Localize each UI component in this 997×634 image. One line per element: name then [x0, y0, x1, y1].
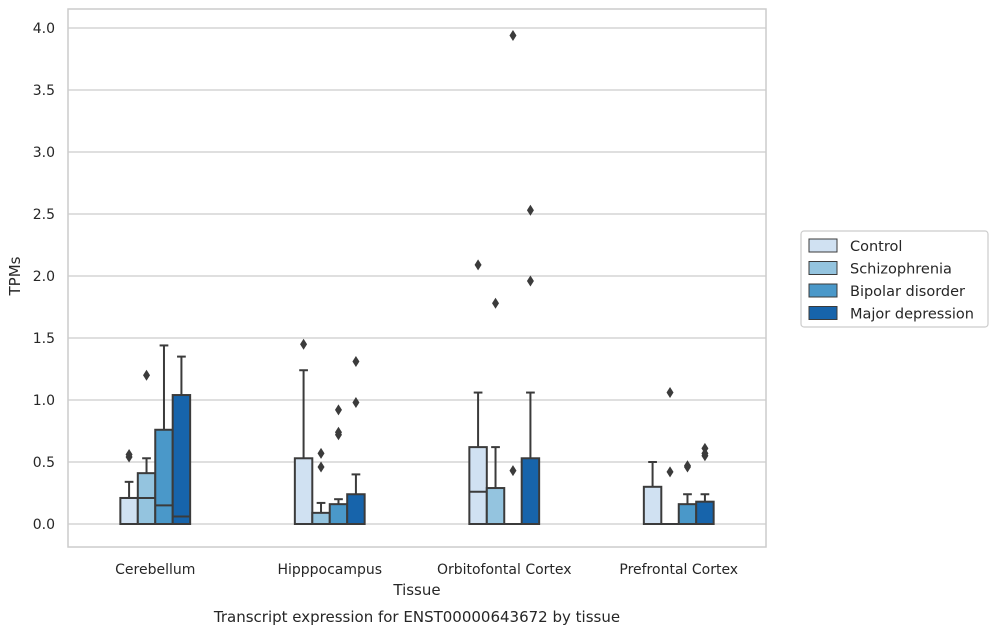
- box-0-2: [154, 344, 174, 526]
- box-0-0: [119, 449, 139, 525]
- box: [677, 503, 698, 526]
- y-axis-label: TPMs: [6, 256, 24, 296]
- outlier-point: [317, 447, 325, 459]
- outlier-point: [701, 442, 709, 454]
- outlier-point: [352, 356, 360, 368]
- box-3-3: [695, 442, 715, 525]
- outlier-point: [683, 460, 691, 472]
- box: [171, 394, 192, 526]
- y-tick-label: 1.0: [33, 393, 55, 409]
- y-tick-label: 0.5: [33, 455, 55, 471]
- x-tick-label: Prefrontal Cortex: [619, 562, 738, 578]
- box-plots: [119, 29, 715, 526]
- x-tick-label: Orbitofontal Cortex: [437, 562, 572, 578]
- y-tick-label: 3.5: [33, 83, 55, 99]
- outlier-point: [474, 259, 482, 271]
- outlier-point: [509, 29, 517, 41]
- outlier-point: [317, 461, 325, 473]
- box: [346, 493, 366, 525]
- box-0-3: [171, 355, 192, 526]
- legend-swatch: [808, 306, 838, 320]
- outlier-point: [334, 426, 342, 438]
- legend-swatch: [808, 238, 838, 253]
- outlier-point: [509, 465, 517, 477]
- outlier-point: [300, 338, 308, 350]
- outlier-point: [526, 204, 534, 216]
- x-axis-label: Tissue: [392, 581, 440, 599]
- x-tick-label: Cerebellum: [115, 562, 195, 578]
- box-1-0: [293, 338, 314, 525]
- outlier-point: [666, 387, 674, 399]
- plot-frame: [67, 8, 767, 548]
- legend-swatch: [808, 283, 838, 298]
- box: [293, 457, 314, 525]
- box: [485, 487, 506, 526]
- outlier-point: [125, 449, 133, 461]
- box: [695, 500, 715, 525]
- box-2-3: [520, 204, 541, 525]
- outlier-point: [492, 297, 500, 309]
- y-tick-label: 2.0: [33, 269, 55, 285]
- box: [119, 496, 139, 525]
- box-2-0: [468, 259, 488, 525]
- y-tick-label: 4.0: [33, 21, 55, 37]
- legend-label: Schizophrenia: [850, 262, 952, 278]
- box-2-2: [504, 29, 522, 525]
- x-tick-label: Hipppocampus: [277, 562, 382, 578]
- chart-caption: Transcript expression for ENST0000064367…: [213, 608, 620, 626]
- y-tick-label: 1.5: [33, 331, 55, 347]
- box-3-1: [661, 387, 679, 525]
- legend-label: Control: [850, 239, 902, 255]
- outlier-point: [334, 404, 342, 416]
- y-tick-labels: 0.0 0.5 1.0 1.5 2.0 2.5 3.0 3.5 4.0: [33, 21, 55, 533]
- box-3-0: [642, 461, 663, 525]
- outlier-point: [526, 275, 534, 287]
- legend-label: Bipolar disorder: [850, 284, 965, 300]
- box: [468, 446, 488, 525]
- legend-swatch: [808, 261, 838, 275]
- box: [328, 503, 349, 526]
- box: [520, 457, 541, 525]
- y-tick-label: 2.5: [33, 207, 55, 223]
- x-tick-labels: Cerebellum Hipppocampus Orbitofontal Corte…: [115, 562, 738, 578]
- outlier-point: [666, 466, 674, 478]
- box-1-3: [346, 356, 366, 525]
- box: [311, 511, 331, 526]
- y-tick-label: 0.0: [33, 517, 55, 533]
- legend: Control Schizophrenia Bipolar disorder Majo…: [800, 230, 989, 328]
- outlier-point: [143, 369, 151, 381]
- box-0-1: [136, 369, 157, 526]
- box-1-1: [311, 447, 331, 526]
- legend-frame: [800, 230, 989, 328]
- outlier-point: [352, 396, 360, 408]
- legend-label: Major depression: [850, 307, 974, 323]
- box: [154, 428, 174, 526]
- box-1-2: [328, 404, 349, 526]
- y-tick-label: 3.0: [33, 145, 55, 161]
- box-2-1: [485, 297, 506, 526]
- box-3-2: [677, 460, 698, 526]
- box: [642, 485, 663, 525]
